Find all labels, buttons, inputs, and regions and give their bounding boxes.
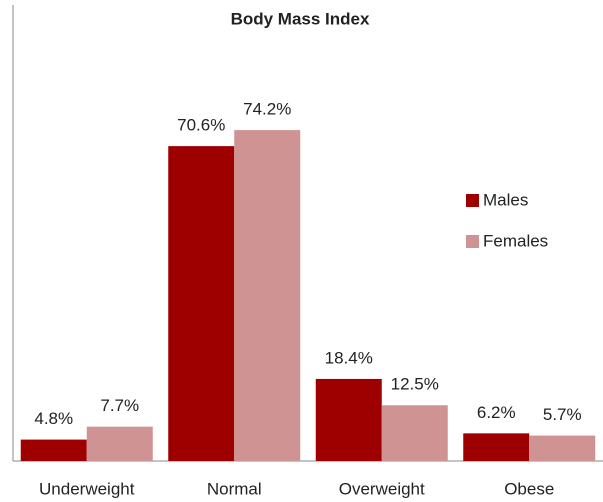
- data-label: 5.7%: [543, 405, 582, 424]
- bar: [168, 146, 235, 461]
- x-tick-label: Normal: [207, 479, 262, 498]
- legend-label: Females: [483, 231, 548, 250]
- bar: [463, 433, 530, 461]
- data-label: 12.5%: [391, 375, 439, 394]
- data-label: 7.7%: [100, 396, 139, 415]
- bar: [315, 378, 382, 461]
- bar: [381, 405, 448, 461]
- x-tick-label: Overweight: [339, 479, 425, 498]
- bar: [234, 130, 301, 461]
- legend-swatch: [466, 235, 479, 248]
- data-label: 18.4%: [325, 348, 373, 367]
- data-label: 70.6%: [177, 116, 225, 135]
- legend-swatch: [466, 194, 479, 207]
- data-label: 74.2%: [243, 100, 291, 119]
- bar: [529, 435, 596, 461]
- data-label: 6.2%: [477, 403, 516, 422]
- bar: [86, 426, 153, 461]
- x-tick-label: Underweight: [39, 479, 135, 498]
- legend-label: Males: [483, 190, 528, 209]
- chart-title: Body Mass Index: [231, 9, 370, 28]
- bar: [20, 439, 87, 461]
- data-label: 4.8%: [34, 409, 73, 428]
- x-tick-label: Obese: [504, 479, 554, 498]
